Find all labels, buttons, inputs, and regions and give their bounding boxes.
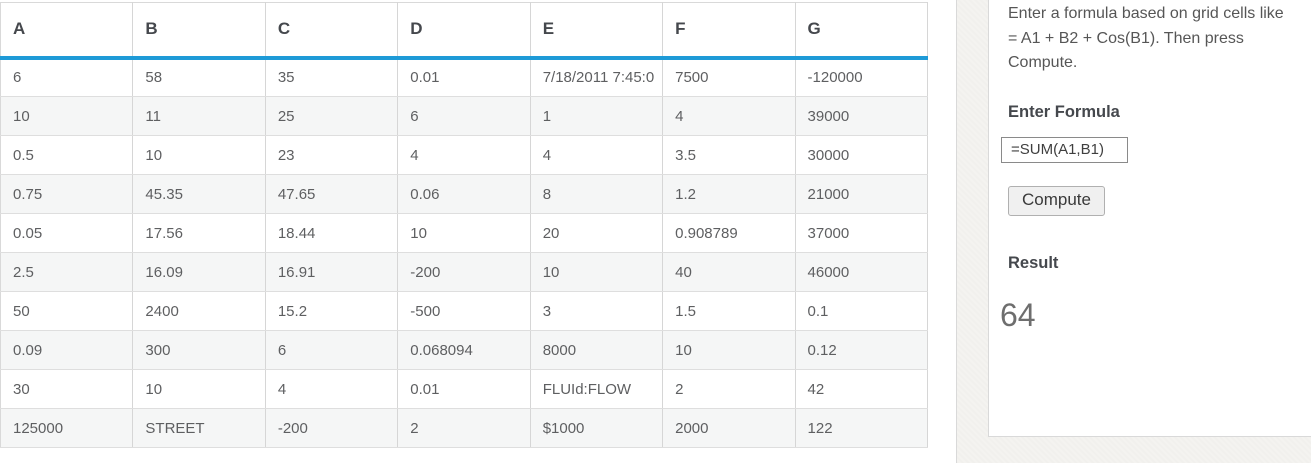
compute-button[interactable]: Compute bbox=[1008, 185, 1105, 216]
table-cell: 300 bbox=[132, 330, 266, 370]
table-cell: 0.12 bbox=[795, 330, 929, 370]
table-cell: 10 bbox=[0, 96, 134, 136]
table-cell: 0.09 bbox=[0, 330, 134, 370]
table-row: 125000 STREET -200 2 $1000 2000 122 bbox=[0, 408, 929, 448]
table-cell: 23 bbox=[265, 135, 399, 175]
grid-body: 6 58 35 0.01 7/18/2011 7:45:0 7500 -120000 10 11… bbox=[0, 57, 929, 448]
table-cell: 2400 bbox=[132, 291, 266, 331]
table-cell: 125000 bbox=[0, 408, 134, 448]
table-cell: 0.01 bbox=[397, 369, 531, 409]
table-cell: -200 bbox=[397, 252, 531, 292]
column-header-f[interactable]: F bbox=[662, 2, 796, 60]
table-cell: 0.05 bbox=[0, 213, 134, 253]
table-cell: 35 bbox=[265, 57, 399, 97]
table-cell: 10 bbox=[132, 135, 266, 175]
table-cell: 17.56 bbox=[132, 213, 266, 253]
table-cell: 6 bbox=[0, 57, 134, 97]
table-cell: 0.06 bbox=[397, 174, 531, 214]
table-cell: 11 bbox=[132, 96, 266, 136]
table-cell: 16.91 bbox=[265, 252, 399, 292]
table-row: 0.75 45.35 47.65 0.06 8 1.2 21000 bbox=[0, 174, 929, 214]
column-header-c[interactable]: C bbox=[265, 2, 399, 60]
table-row: 2.5 16.09 16.91 -200 10 40 46000 bbox=[0, 252, 929, 292]
column-header-e[interactable]: E bbox=[530, 2, 664, 60]
table-cell: 4 bbox=[397, 135, 531, 175]
table-cell: 15.2 bbox=[265, 291, 399, 331]
table-cell: STREET bbox=[132, 408, 266, 448]
table-cell: 30 bbox=[0, 369, 134, 409]
table-cell: 6 bbox=[265, 330, 399, 370]
table-cell: 7500 bbox=[662, 57, 796, 97]
table-cell: 58 bbox=[132, 57, 266, 97]
table-cell: 4 bbox=[662, 96, 796, 136]
table-cell: 25 bbox=[265, 96, 399, 136]
table-cell: 18.44 bbox=[265, 213, 399, 253]
table-cell: 10 bbox=[662, 330, 796, 370]
table-row: 0.05 17.56 18.44 10 20 0.908789 37000 bbox=[0, 213, 929, 253]
table-cell: 42 bbox=[795, 369, 929, 409]
table-cell: 50 bbox=[0, 291, 134, 331]
table-cell: 30000 bbox=[795, 135, 929, 175]
table-cell: 20 bbox=[530, 213, 664, 253]
table-cell: 0.01 bbox=[397, 57, 531, 97]
table-cell: -120000 bbox=[795, 57, 929, 97]
table-cell: 2 bbox=[662, 369, 796, 409]
table-cell: 10 bbox=[132, 369, 266, 409]
formula-label: Enter Formula bbox=[1008, 102, 1120, 121]
table-cell: 2000 bbox=[662, 408, 796, 448]
table-cell: -500 bbox=[397, 291, 531, 331]
table-row: 30 10 4 0.01 FLUId:FLOW 2 42 bbox=[0, 369, 929, 409]
table-row: 50 2400 15.2 -500 3 1.5 0.1 bbox=[0, 291, 929, 331]
result-value: 64 bbox=[1000, 296, 1036, 333]
table-cell: 7/18/2011 7:45:0 bbox=[530, 57, 664, 97]
table-cell: 2.5 bbox=[0, 252, 134, 292]
table-row: 10 11 25 6 1 4 39000 bbox=[0, 96, 929, 136]
table-cell: 2 bbox=[397, 408, 531, 448]
table-row: 6 58 35 0.01 7/18/2011 7:45:0 7500 -120000 bbox=[0, 57, 929, 97]
table-cell: 10 bbox=[530, 252, 664, 292]
instructions-text: Enter a formula based on grid cells like… bbox=[1008, 5, 1284, 71]
table-cell: 45.35 bbox=[132, 174, 266, 214]
formula-panel: Enter a formula based on grid cells like… bbox=[988, 0, 1311, 437]
table-row: 0.09 300 6 0.068094 8000 10 0.12 bbox=[0, 330, 929, 370]
table-cell: 40 bbox=[662, 252, 796, 292]
table-cell: $1000 bbox=[530, 408, 664, 448]
formula-input[interactable] bbox=[1001, 136, 1128, 163]
table-cell: 39000 bbox=[795, 96, 929, 136]
column-header-g[interactable]: G bbox=[795, 2, 929, 60]
table-cell: -200 bbox=[265, 408, 399, 448]
table-cell: 3 bbox=[530, 291, 664, 331]
table-cell: 0.908789 bbox=[662, 213, 796, 253]
table-cell: 0.1 bbox=[795, 291, 929, 331]
table-cell: 4 bbox=[265, 369, 399, 409]
table-cell: 3.5 bbox=[662, 135, 796, 175]
table-cell: 1.2 bbox=[662, 174, 796, 214]
table-row: 0.5 10 23 4 4 3.5 30000 bbox=[0, 135, 929, 175]
table-cell: 47.65 bbox=[265, 174, 399, 214]
table-cell: 16.09 bbox=[132, 252, 266, 292]
table-cell: FLUId:FLOW bbox=[530, 369, 664, 409]
table-cell: 0.5 bbox=[0, 135, 134, 175]
table-cell: 37000 bbox=[795, 213, 929, 253]
table-cell: 0.75 bbox=[0, 174, 134, 214]
column-header-b[interactable]: B bbox=[132, 2, 266, 60]
table-cell: 1.5 bbox=[662, 291, 796, 331]
table-cell: 8 bbox=[530, 174, 664, 214]
result-label: Result bbox=[1008, 253, 1059, 272]
column-header-d[interactable]: D bbox=[397, 2, 531, 60]
table-cell: 6 bbox=[397, 96, 531, 136]
table-cell: 10 bbox=[397, 213, 531, 253]
column-header-a[interactable]: A bbox=[0, 2, 134, 60]
table-cell: 0.068094 bbox=[397, 330, 531, 370]
table-cell: 8000 bbox=[530, 330, 664, 370]
table-cell: 46000 bbox=[795, 252, 929, 292]
table-cell: 21000 bbox=[795, 174, 929, 214]
table-cell: 122 bbox=[795, 408, 929, 448]
table-cell: 4 bbox=[530, 135, 664, 175]
table-cell: 1 bbox=[530, 96, 664, 136]
